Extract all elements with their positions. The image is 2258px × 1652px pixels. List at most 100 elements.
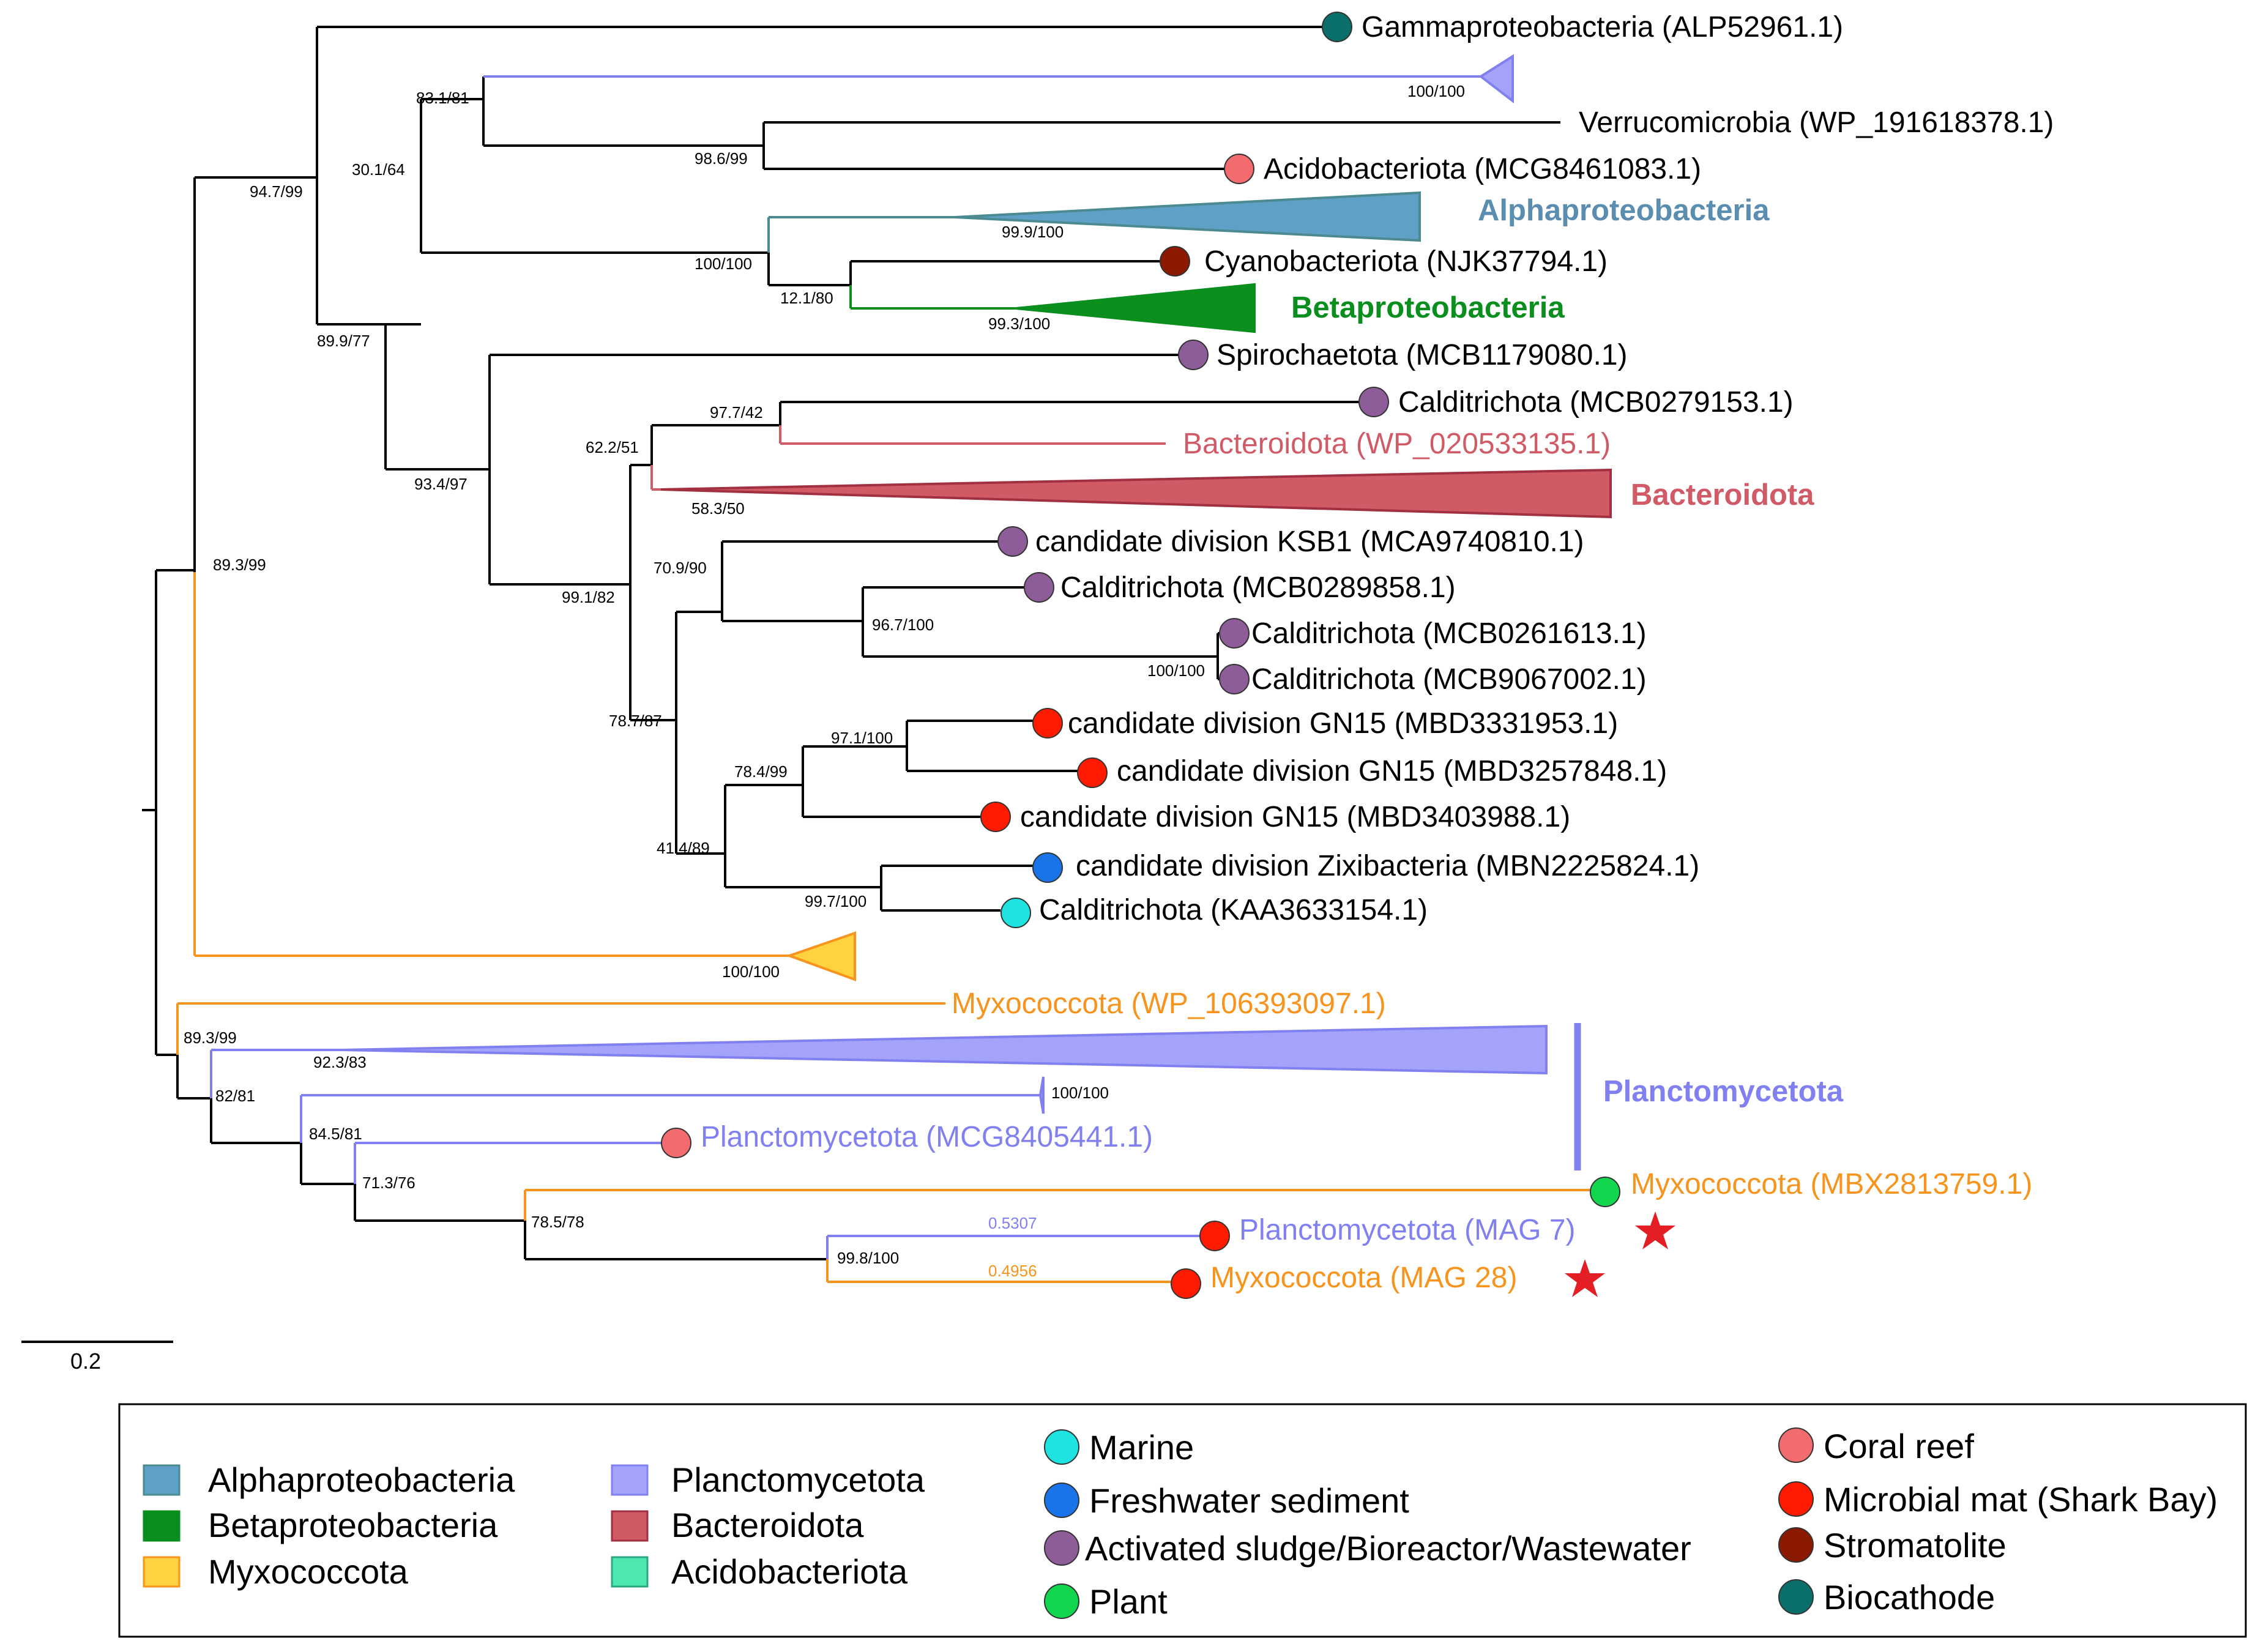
support-value: 96.7/100 bbox=[872, 616, 934, 634]
branch-length-mag7: 0.5307 bbox=[988, 1214, 1037, 1232]
taxon-label-acido: Acidobacteriota (MCG8461083.1) bbox=[1264, 153, 1701, 185]
support-value: 89.9/77 bbox=[317, 332, 370, 350]
env-dot-cyano bbox=[1160, 246, 1190, 277]
taxon-label-caldi5: Calditrichota (KAA3633154.1) bbox=[1039, 894, 1428, 926]
scale-bar-label: 0.2 bbox=[70, 1349, 101, 1374]
legend-label-freshwater: Freshwater sediment bbox=[1089, 1481, 1409, 1520]
support-value: 97.7/42 bbox=[710, 403, 763, 422]
support-value: 71.3/76 bbox=[362, 1174, 415, 1192]
env-dot-gn15c bbox=[980, 802, 1011, 832]
support-value: 82/81 bbox=[215, 1087, 255, 1105]
env-dot-caldi5 bbox=[1000, 898, 1031, 928]
legend-swatch-bacter bbox=[611, 1510, 649, 1542]
support-value: 78.5/78 bbox=[531, 1213, 584, 1231]
env-dot-gn15b bbox=[1077, 757, 1108, 788]
clade-title-alpha: Alphaproteobacteria bbox=[1478, 194, 1770, 227]
planct-big-triangle bbox=[342, 1024, 1548, 1075]
legend-swatch-alpha bbox=[143, 1464, 181, 1496]
taxon-label-caldi4: Calditrichota (MCB9067002.1) bbox=[1251, 663, 1647, 696]
taxon-labels: Gammaproteobacteria (ALP52961.1) Verruco… bbox=[701, 11, 2054, 1294]
taxon-label-bacter: Bacteroidota (WP_020533135.1) bbox=[1183, 428, 1611, 460]
legend-swatch-planct bbox=[611, 1464, 649, 1496]
legend-label-coral: Coral reef bbox=[1824, 1427, 1974, 1465]
clade-titles: Alphaproteobacteria Betaproteobacteria B… bbox=[1291, 194, 1844, 1108]
env-dot-acido bbox=[1224, 154, 1254, 184]
support-value: 70.9/90 bbox=[654, 559, 707, 577]
beta-triangle bbox=[1015, 283, 1256, 333]
env-dot-myxo2 bbox=[1590, 1177, 1620, 1207]
support-value: 99.7/100 bbox=[805, 892, 866, 910]
taxon-label-verruco: Verrucomicrobia (WP_191618378.1) bbox=[1579, 106, 2054, 139]
support-value: 99.3/100 bbox=[988, 314, 1050, 333]
support-value: 84.5/81 bbox=[309, 1125, 362, 1143]
legend-box bbox=[118, 1403, 2247, 1638]
env-dot-planct1 bbox=[661, 1128, 691, 1158]
taxon-label-caldi3: Calditrichota (MCB0261613.1) bbox=[1251, 617, 1647, 650]
env-dot-gn15a bbox=[1032, 708, 1063, 739]
alpha-triangle bbox=[954, 191, 1421, 242]
env-dot-zixi bbox=[1032, 852, 1063, 883]
taxon-label-caldi2: Calditrichota (MCB0289858.1) bbox=[1060, 571, 1456, 604]
taxon-label-myxo1: Myxococcota (WP_106393097.1) bbox=[952, 988, 1386, 1020]
taxon-label-mag28: Myxococcota (MAG 28) bbox=[1210, 1262, 1517, 1294]
legend-label-planct: Planctomycetota bbox=[671, 1460, 925, 1499]
legend-dot-sludge bbox=[1044, 1530, 1079, 1566]
legend-swatch-myxo bbox=[143, 1556, 181, 1588]
legend-dot-stromatolite bbox=[1778, 1527, 1814, 1563]
legend-label-myxo: Myxococcota bbox=[208, 1552, 409, 1591]
clade-title-bacter: Bacteroidota bbox=[1631, 478, 1814, 512]
taxon-label-gn15c: candidate division GN15 (MBD3403988.1) bbox=[1020, 801, 1570, 833]
legend-dot-marine bbox=[1044, 1429, 1079, 1465]
legend-label-marine: Marine bbox=[1089, 1428, 1194, 1467]
legend-label-plant: Plant bbox=[1089, 1582, 1168, 1621]
taxon-label-gn15a: candidate division GN15 (MBD3331953.1) bbox=[1068, 707, 1618, 740]
support-values: 83.1/81 100/100 94.7/99 30.1/64 98.6/99 … bbox=[184, 82, 1465, 1267]
support-value: 58.3/50 bbox=[691, 499, 745, 518]
myxo-triangle bbox=[786, 931, 856, 981]
taxon-label-spiro: Spirochaetota (MCB1179080.1) bbox=[1217, 339, 1628, 371]
env-dot-gamma bbox=[1322, 12, 1352, 42]
legend-label-bacter: Bacteroidota bbox=[671, 1506, 864, 1544]
environment-markers bbox=[661, 12, 1620, 1299]
legend-dot-biocathode bbox=[1778, 1579, 1814, 1615]
support-value: 94.7/99 bbox=[250, 182, 303, 201]
support-value: 78.4/99 bbox=[734, 762, 788, 781]
support-value: 100/100 bbox=[1407, 82, 1465, 100]
support-value: 99.8/100 bbox=[837, 1249, 899, 1267]
taxon-label-gn15b: candidate division GN15 (MBD3257848.1) bbox=[1117, 755, 1667, 787]
legend-dot-mat bbox=[1778, 1481, 1814, 1517]
mag-stars bbox=[1565, 1211, 1675, 1297]
taxon-label-zixi: candidate division Zixibacteria (MBN2225… bbox=[1076, 850, 1699, 882]
taxon-label-gamma: Gammaproteobacteria (ALP52961.1) bbox=[1362, 11, 1843, 43]
env-dot-caldi2 bbox=[1024, 572, 1054, 603]
taxon-label-myxo2: Myxococcota (MBX2813759.1) bbox=[1631, 1168, 2032, 1200]
support-value: 62.2/51 bbox=[586, 438, 639, 456]
legend-dot-freshwater bbox=[1044, 1483, 1079, 1518]
planct-small-triangle bbox=[1038, 1076, 1045, 1114]
taxon-label-planct1: Planctomycetota (MCG8405441.1) bbox=[701, 1121, 1153, 1153]
legend: Alphaproteobacteria Betaproteobacteria M… bbox=[118, 1403, 2247, 1638]
support-value: 99.1/82 bbox=[562, 588, 615, 606]
support-value: 100/100 bbox=[722, 962, 780, 981]
legend-label-acido: Acidobacteriota bbox=[671, 1552, 908, 1591]
env-dot-mag28 bbox=[1171, 1268, 1201, 1299]
support-value: 83.1/81 bbox=[416, 89, 469, 107]
legend-label-stromatolite: Stromatolite bbox=[1824, 1526, 2006, 1565]
branches bbox=[142, 26, 1591, 1283]
star-icon bbox=[1565, 1259, 1605, 1297]
support-value: 100/100 bbox=[695, 255, 752, 273]
support-value: 78.7/87 bbox=[609, 712, 662, 730]
env-dot-caldi3 bbox=[1219, 618, 1250, 649]
legend-swatch-beta bbox=[143, 1510, 181, 1542]
clade-title-beta: Betaproteobacteria bbox=[1291, 291, 1565, 324]
env-dot-caldi1 bbox=[1358, 387, 1389, 417]
support-value: 30.1/64 bbox=[352, 160, 405, 179]
support-value: 41.4/89 bbox=[657, 839, 710, 857]
support-value: 100/100 bbox=[1051, 1084, 1109, 1102]
star-icon bbox=[1635, 1211, 1675, 1249]
legend-label-alpha: Alphaproteobacteria bbox=[208, 1460, 515, 1499]
support-value: 93.4/97 bbox=[414, 475, 468, 493]
taxon-label-caldi1: Calditrichota (MCB0279153.1) bbox=[1398, 386, 1794, 419]
env-dot-spiro bbox=[1178, 340, 1209, 370]
